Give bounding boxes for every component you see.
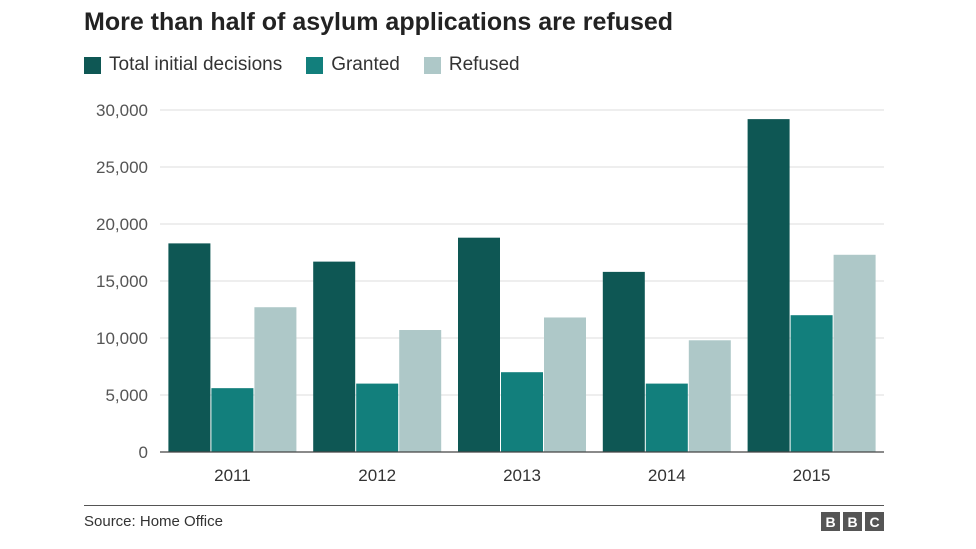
source-note: Source: Home Office: [84, 513, 223, 530]
legend-label-granted: Granted: [331, 54, 400, 75]
x-tick-label: 2013: [503, 466, 541, 485]
legend-label-refused: Refused: [448, 54, 520, 75]
bar-2015-total-initial-decisions: [747, 119, 790, 453]
legend-item-total: Total initial decisions: [84, 54, 282, 76]
chart-title: More than half of asylum applications ar…: [84, 8, 674, 36]
y-tick-label: 15,000: [96, 272, 148, 291]
bar-2012-refused: [399, 330, 442, 452]
x-tick-label: 2014: [648, 466, 686, 485]
bar-2013-refused: [544, 317, 586, 452]
x-tick-label: 2012: [358, 466, 396, 485]
bar-2011-granted: [211, 388, 254, 452]
bar-2014-refused: [688, 340, 731, 452]
bar-2013-granted: [501, 372, 543, 452]
bbc-logo-block-3: C: [865, 512, 884, 531]
bbc-logo: B B C: [818, 512, 884, 531]
bar-2014-granted: [645, 383, 688, 452]
legend-label-total: Total initial decisions: [109, 54, 283, 75]
y-tick-label: 0: [139, 443, 148, 462]
y-tick-label: 5,000: [105, 386, 148, 405]
legend: Total initial decisions Granted Refused: [84, 52, 544, 78]
bbc-logo-block-2: B: [843, 512, 862, 531]
bar-2011-total-initial-decisions: [168, 243, 211, 452]
footer-divider: [84, 505, 884, 506]
y-tick-label: 10,000: [96, 329, 148, 348]
x-tick-label: 2011: [214, 466, 251, 485]
y-tick-label: 30,000: [96, 101, 148, 120]
bar-2012-total-initial-decisions: [313, 261, 356, 452]
bar-2013-total-initial-decisions: [458, 237, 500, 452]
bar-2012-granted: [356, 383, 399, 452]
x-tick-label: 2015: [793, 466, 831, 485]
legend-swatch-refused: [423, 56, 441, 74]
legend-item-granted: Granted: [306, 54, 400, 76]
legend-swatch-total: [84, 56, 101, 74]
bar-2015-granted: [790, 315, 833, 452]
chart-plot: 0 5,000 10,000 15,000 20,000 25,000 30,000 2011…: [96, 101, 884, 485]
y-tick-label: 20,000: [96, 215, 148, 234]
bbc-logo-block-1: B: [821, 512, 840, 531]
y-tick-label: 25,000: [96, 158, 148, 177]
legend-item-refused: Refused: [423, 54, 520, 76]
bar-2011-refused: [254, 307, 297, 452]
bar-2014-total-initial-decisions: [602, 271, 645, 452]
bar-2015-refused: [833, 254, 876, 452]
legend-swatch-granted: [306, 56, 324, 74]
